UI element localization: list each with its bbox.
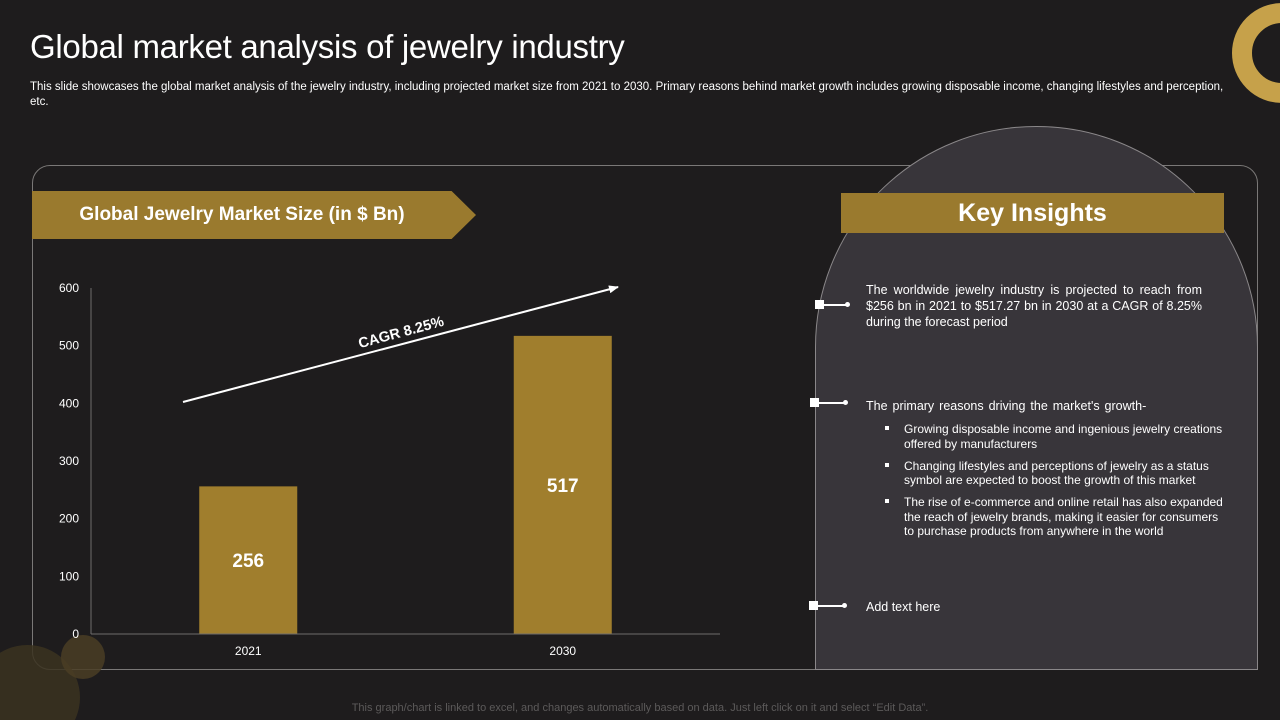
y-axis: 0 100 200 300 400 500 600 (59, 281, 92, 641)
connector-square-1 (815, 300, 824, 309)
bullet-square-icon (885, 426, 889, 430)
y-tick-label: 600 (59, 281, 79, 295)
cagr-label: CAGR 8.25% (357, 314, 446, 352)
key-insights-title: Key Insights (958, 198, 1107, 227)
connector-dot-2 (843, 400, 848, 405)
chart-title: Global Jewelry Market Size (in $ Bn) (79, 204, 405, 225)
x-tick-label: 2021 (235, 644, 262, 658)
bar-chart[interactable]: 0 100 200 300 400 500 600 256 517 2021 2030 CAGR… (40, 260, 740, 670)
list-item-text: The rise of e-commerce and online retail… (904, 495, 1223, 538)
footer-note: This graph/chart is linked to excel, and… (351, 702, 929, 714)
page-subtitle: This slide showcases the global market a… (30, 81, 1224, 108)
decorative-circle-small (61, 635, 105, 679)
y-tick-label: 200 (59, 512, 79, 526)
bar-2030[interactable] (513, 335, 612, 634)
growth-reasons-list: Growing disposable income and ingenious … (885, 422, 1230, 546)
y-tick-label: 400 (59, 396, 79, 410)
y-tick-label: 300 (59, 454, 79, 468)
connector-line-2 (817, 402, 846, 404)
connector-square-2 (810, 398, 819, 407)
connector-dot-1 (845, 302, 850, 307)
connector-line-3 (816, 605, 845, 607)
connector-square-3 (809, 601, 818, 610)
bar-data-label: 517 (547, 476, 579, 497)
key-insights-banner: Key Insights (841, 193, 1224, 233)
decorative-ring (1232, 3, 1280, 103)
y-tick-label: 100 (59, 569, 79, 583)
page-title: Global market analysis of jewelry indust… (30, 28, 625, 65)
insight-text-1: The worldwide jewelry industry is projec… (866, 283, 1202, 329)
x-axis: 2021 2030 (91, 633, 720, 658)
y-tick-label: 0 (72, 627, 79, 641)
list-item: The rise of e-commerce and online retail… (885, 495, 1230, 539)
insight-text-3: Add text here (866, 600, 941, 614)
connector-line-1 (822, 304, 848, 306)
bar-2021[interactable] (199, 486, 298, 634)
trend-arrow (182, 285, 619, 403)
connector-dot-3 (842, 603, 847, 608)
chart-title-banner: Global Jewelry Market Size (in $ Bn) (32, 191, 476, 239)
insight-text-2: The primary reasons driving the market's… (866, 399, 1147, 413)
bars-group: 256 517 (199, 335, 612, 634)
list-item: Growing disposable income and ingenious … (885, 422, 1230, 451)
list-item-text: Changing lifestyles and perceptions of j… (904, 458, 1209, 488)
list-item: Changing lifestyles and perceptions of j… (885, 459, 1230, 488)
bullet-square-icon (885, 462, 889, 467)
list-item-text: Growing disposable income and ingenious … (904, 422, 1223, 451)
bar-data-label: 256 (232, 551, 264, 572)
y-tick-label: 500 (59, 339, 79, 353)
bullet-square-icon (885, 499, 889, 503)
x-tick-label: 2030 (549, 644, 576, 658)
